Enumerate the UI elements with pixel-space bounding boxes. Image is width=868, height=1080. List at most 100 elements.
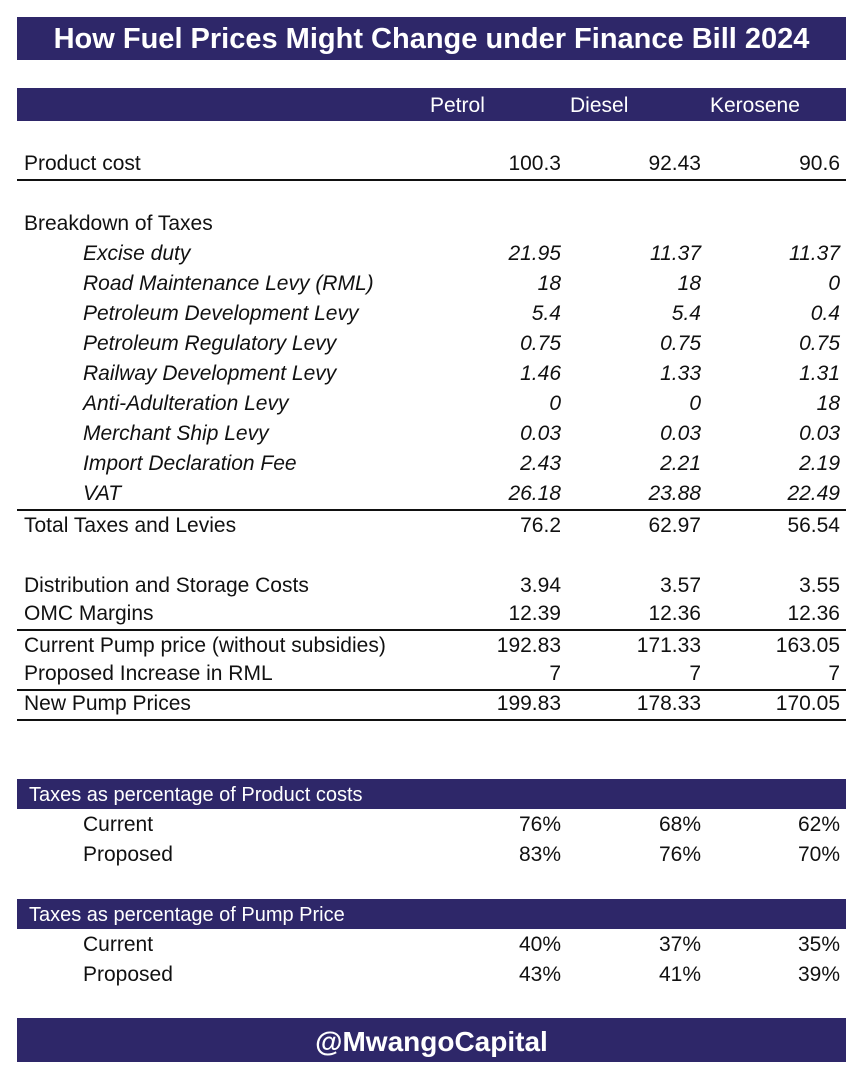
value-diesel: 1.33 [660, 362, 701, 385]
row-label: OMC Margins [24, 602, 154, 625]
value-kerosene: 90.6 [799, 152, 840, 175]
value-petrol: 21.95 [508, 242, 561, 265]
breakdown-heading: Breakdown of Taxes [17, 209, 846, 239]
value-kerosene: 0.75 [799, 332, 840, 355]
tax-label: Merchant Ship Levy [83, 422, 269, 445]
value-petrol: 40% [518, 933, 561, 956]
value-kerosene: 18 [816, 392, 840, 415]
value-kerosene: 7 [828, 662, 840, 685]
value-kerosene: 0 [828, 272, 840, 295]
tax-row: Railway Development Levy 1.46 1.33 1.31 [17, 359, 846, 389]
value-petrol: 3.94 [520, 574, 561, 597]
section-label: Breakdown of Taxes [24, 212, 213, 235]
value-diesel: 41% [658, 963, 701, 986]
value-kerosene: 56.54 [787, 514, 840, 537]
value-petrol: 76.2 [520, 514, 561, 537]
pct-pump-row-proposed: Proposed 43% 41% 39% [17, 960, 846, 990]
value-petrol: 5.4 [531, 302, 561, 325]
value-diesel: 18 [677, 272, 701, 295]
value-diesel: 0.75 [660, 332, 701, 355]
footer-handle: @MwangoCapital [17, 1018, 846, 1062]
value-petrol: 0.03 [520, 422, 561, 445]
value-petrol: 0.75 [520, 332, 561, 355]
value-diesel: 23.88 [648, 482, 701, 505]
section-header-label: Taxes as percentage of Pump Price [29, 904, 345, 926]
pct-product-row-proposed: Proposed 83% 76% 70% [17, 840, 846, 870]
value-diesel: 12.36 [648, 602, 701, 625]
row-omc-margins: OMC Margins 12.39 12.36 12.36 [17, 599, 846, 631]
tax-row: VAT 26.18 23.88 22.49 [17, 479, 846, 511]
value-kerosene: 163.05 [775, 634, 840, 657]
value-petrol: 12.39 [508, 602, 561, 625]
section-header-label: Taxes as percentage of Product costs [29, 784, 363, 806]
value-petrol: 192.83 [496, 634, 561, 657]
tax-row: Road Maintenance Levy (RML) 18 18 0 [17, 269, 846, 299]
value-diesel: 5.4 [671, 302, 701, 325]
value-petrol: 100.3 [508, 152, 561, 175]
tax-label: Railway Development Levy [83, 362, 337, 385]
value-petrol: 0 [549, 392, 561, 415]
row-proposed-rml: Proposed Increase in RML 7 7 7 [17, 659, 846, 691]
value-petrol: 1.46 [520, 362, 561, 385]
value-diesel: 7 [689, 662, 701, 685]
section-header-pct-pump: Taxes as percentage of Pump Price [17, 899, 846, 929]
value-kerosene: 39% [797, 963, 840, 986]
tax-row: Import Declaration Fee 2.43 2.21 2.19 [17, 449, 846, 479]
value-diesel: 68% [658, 813, 701, 836]
value-petrol: 43% [518, 963, 561, 986]
tax-label: Excise duty [83, 242, 191, 265]
page-title: How Fuel Prices Might Change under Finan… [17, 17, 846, 60]
column-header-diesel: Diesel [570, 94, 629, 117]
tax-label: Petroleum Development Levy [83, 302, 359, 325]
value-diesel: 37% [658, 933, 701, 956]
value-kerosene: 1.31 [799, 362, 840, 385]
column-header-bar: Petrol Diesel Kerosene [17, 88, 846, 121]
tax-label: VAT [83, 482, 122, 505]
row-label: Distribution and Storage Costs [24, 574, 309, 597]
row-label: Current [83, 813, 154, 836]
tax-row: Petroleum Development Levy 5.4 5.4 0.4 [17, 299, 846, 329]
tax-label: Import Declaration Fee [83, 452, 297, 475]
row-current-pump-price: Current Pump price (without subsidies) 1… [17, 631, 846, 661]
tax-row: Petroleum Regulatory Levy 0.75 0.75 0.75 [17, 329, 846, 359]
value-petrol: 2.43 [520, 452, 561, 475]
value-diesel: 11.37 [650, 242, 701, 265]
value-kerosene: 0.03 [799, 422, 840, 445]
value-diesel: 62.97 [648, 514, 701, 537]
tax-label: Petroleum Regulatory Levy [83, 332, 337, 355]
value-petrol: 26.18 [508, 482, 561, 505]
value-petrol: 76% [518, 813, 561, 836]
tax-row: Anti-Adulteration Levy 0 0 18 [17, 389, 846, 419]
value-kerosene: 62% [797, 813, 840, 836]
value-diesel: 3.57 [660, 574, 701, 597]
value-kerosene: 70% [797, 843, 840, 866]
row-label: Total Taxes and Levies [24, 514, 237, 537]
column-header-kerosene: Kerosene [710, 94, 800, 117]
value-diesel: 171.33 [636, 634, 701, 657]
tax-label: Anti-Adulteration Levy [83, 392, 289, 415]
tax-row: Merchant Ship Levy 0.03 0.03 0.03 [17, 419, 846, 449]
value-kerosene: 2.19 [799, 452, 840, 475]
row-label: Proposed [83, 843, 173, 866]
tax-label: Road Maintenance Levy (RML) [83, 272, 374, 295]
value-petrol: 199.83 [496, 692, 561, 715]
value-petrol: 83% [518, 843, 561, 866]
row-product-cost: Product cost 100.3 92.43 90.6 [17, 149, 846, 181]
value-kerosene: 170.05 [775, 692, 840, 715]
value-kerosene: 12.36 [787, 602, 840, 625]
section-header-pct-product: Taxes as percentage of Product costs [17, 779, 846, 809]
row-distribution: Distribution and Storage Costs 3.94 3.57… [17, 571, 846, 601]
row-new-pump-prices: New Pump Prices 199.83 178.33 170.05 [17, 689, 846, 721]
value-diesel: 2.21 [660, 452, 701, 475]
value-diesel: 178.33 [636, 692, 701, 715]
pct-pump-row-current: Current 40% 37% 35% [17, 930, 846, 960]
row-label: Proposed Increase in RML [24, 662, 273, 685]
row-label: Proposed [83, 963, 173, 986]
value-kerosene: 3.55 [799, 574, 840, 597]
value-petrol: 7 [549, 662, 561, 685]
row-total-taxes: Total Taxes and Levies 76.2 62.97 56.54 [17, 511, 846, 541]
value-kerosene: 0.4 [810, 302, 840, 325]
value-kerosene: 22.49 [787, 482, 840, 505]
row-label: Current Pump price (without subsidies) [24, 634, 386, 657]
value-diesel: 92.43 [648, 152, 701, 175]
